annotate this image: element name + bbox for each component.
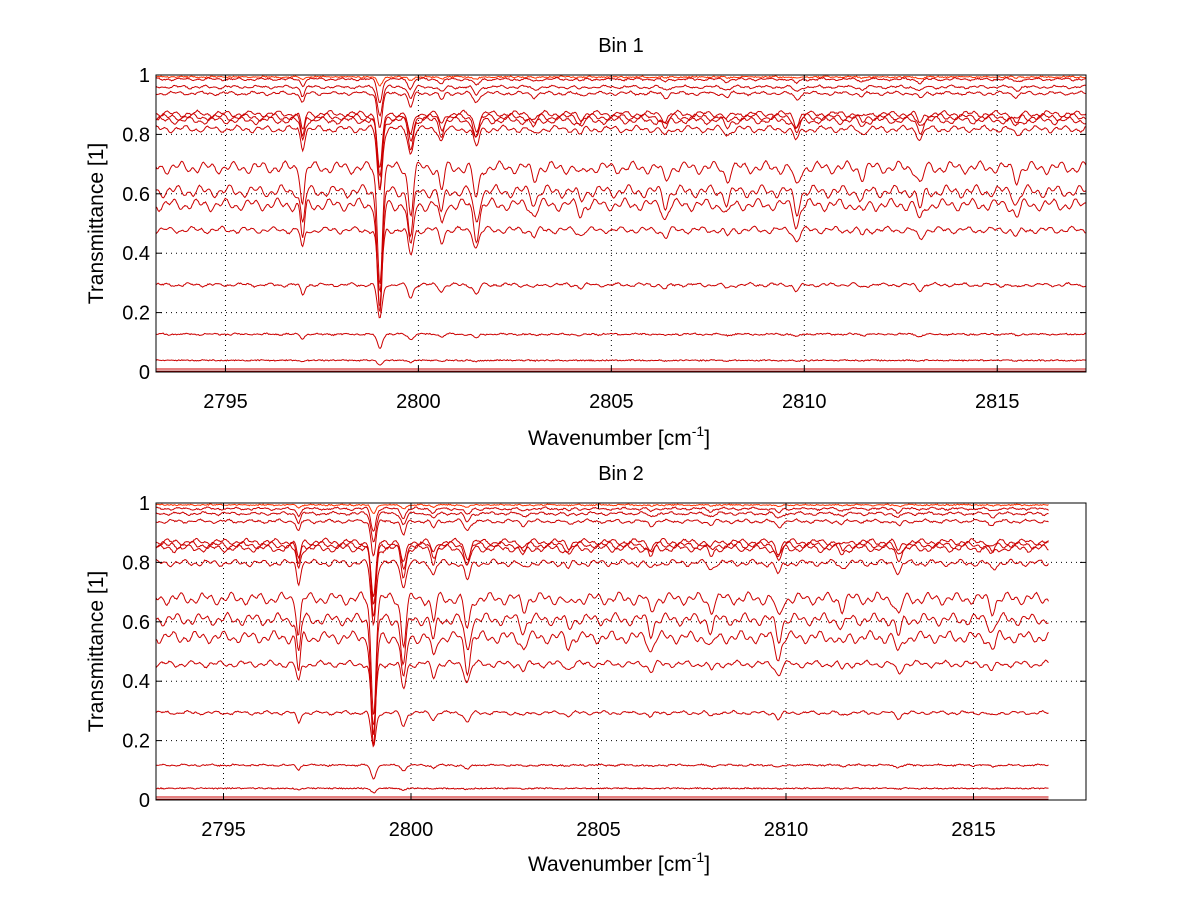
chart-title: Bin 2 (598, 463, 644, 485)
x-axis-label: Wavenumber [cm-1] (528, 849, 710, 876)
series-line-t9 (156, 558, 1049, 627)
y-tick-label: 0.8 (122, 552, 150, 574)
series-line-t15 (156, 763, 1049, 780)
axes-frame (155, 502, 1087, 801)
x-tick-label: 2800 (389, 819, 434, 841)
series-line-t13 (156, 225, 1086, 293)
series-line-t5 (156, 518, 1049, 557)
series-line-t5 (156, 90, 1086, 128)
series-line-t12 (156, 629, 1049, 746)
series-line-t2 (156, 503, 1049, 515)
x-tick-label: 2815 (951, 819, 996, 841)
x-tick-label: 2805 (589, 391, 634, 413)
series-line-t15 (156, 332, 1086, 350)
chart-bin-2: 2795 2800 2805 2810 2815 0 0.2 0.4 0.6 0.8 1 Bin 2 W… (85, 463, 1087, 876)
y-tick-label: 1 (139, 65, 150, 87)
y-tick-label: 0.6 (122, 612, 150, 634)
series-line-t9 (156, 124, 1086, 191)
x-tick-label: 2815 (975, 391, 1020, 413)
series-line-t3 (156, 506, 1049, 532)
x-axis-label: Wavenumber [cm-1] (528, 423, 710, 450)
series-line-t11 (156, 611, 1049, 735)
series-line-t14 (156, 709, 1049, 748)
y-tick-label: 0 (139, 362, 150, 384)
y-tick-label: 0.2 (122, 731, 150, 753)
series-line-t7 (156, 112, 1086, 178)
chart-bin-1: 2795 2800 2805 2810 2815 0 0.2 0.4 0.6 0.8 1 Bin 1 W… (85, 35, 1087, 450)
y-tick-label: 0.4 (122, 243, 150, 265)
series-line-t8 (156, 115, 1086, 189)
series-line-t7 (156, 540, 1049, 606)
y-axis-label: Transmittance [1] (85, 143, 108, 304)
y-tick-label: 0.2 (122, 303, 150, 325)
y-axis-label: Transmittance [1] (85, 571, 108, 732)
y-tick-label: 0.6 (122, 184, 150, 206)
series-line-t12 (156, 197, 1086, 314)
plot-area (156, 503, 1086, 800)
plot-area (156, 75, 1086, 372)
x-tick-label: 2795 (201, 819, 246, 841)
series-line-t2 (156, 75, 1086, 87)
series-line-t10 (156, 160, 1086, 285)
x-tick-label: 2800 (396, 391, 441, 413)
series-line-t4 (156, 510, 1049, 543)
series-line-t16 (156, 786, 1049, 794)
series-line-t4 (156, 84, 1086, 117)
y-tick-label: 0.8 (122, 124, 150, 146)
series-group (156, 74, 1086, 372)
series-line-t13 (156, 659, 1049, 726)
y-tick-label: 0 (139, 790, 150, 812)
series-line-t6 (156, 537, 1049, 597)
series-line-t3 (156, 76, 1086, 104)
y-tick-label: 1 (139, 493, 150, 515)
x-tick-label: 2810 (764, 819, 809, 841)
y-tick-label: 0.4 (122, 671, 150, 693)
series-line-t6 (156, 109, 1086, 168)
series-line-t11 (156, 183, 1086, 307)
x-tick-label: 2805 (576, 819, 621, 841)
series-line-t16 (156, 358, 1086, 366)
x-tick-label: 2795 (203, 391, 248, 413)
series-line-t14 (156, 281, 1086, 319)
chart-title: Bin 1 (598, 35, 644, 57)
axes-frame (155, 74, 1087, 373)
series-line-t8 (156, 543, 1049, 618)
series-line-t10 (156, 591, 1049, 716)
x-tick-label: 2810 (782, 391, 827, 413)
